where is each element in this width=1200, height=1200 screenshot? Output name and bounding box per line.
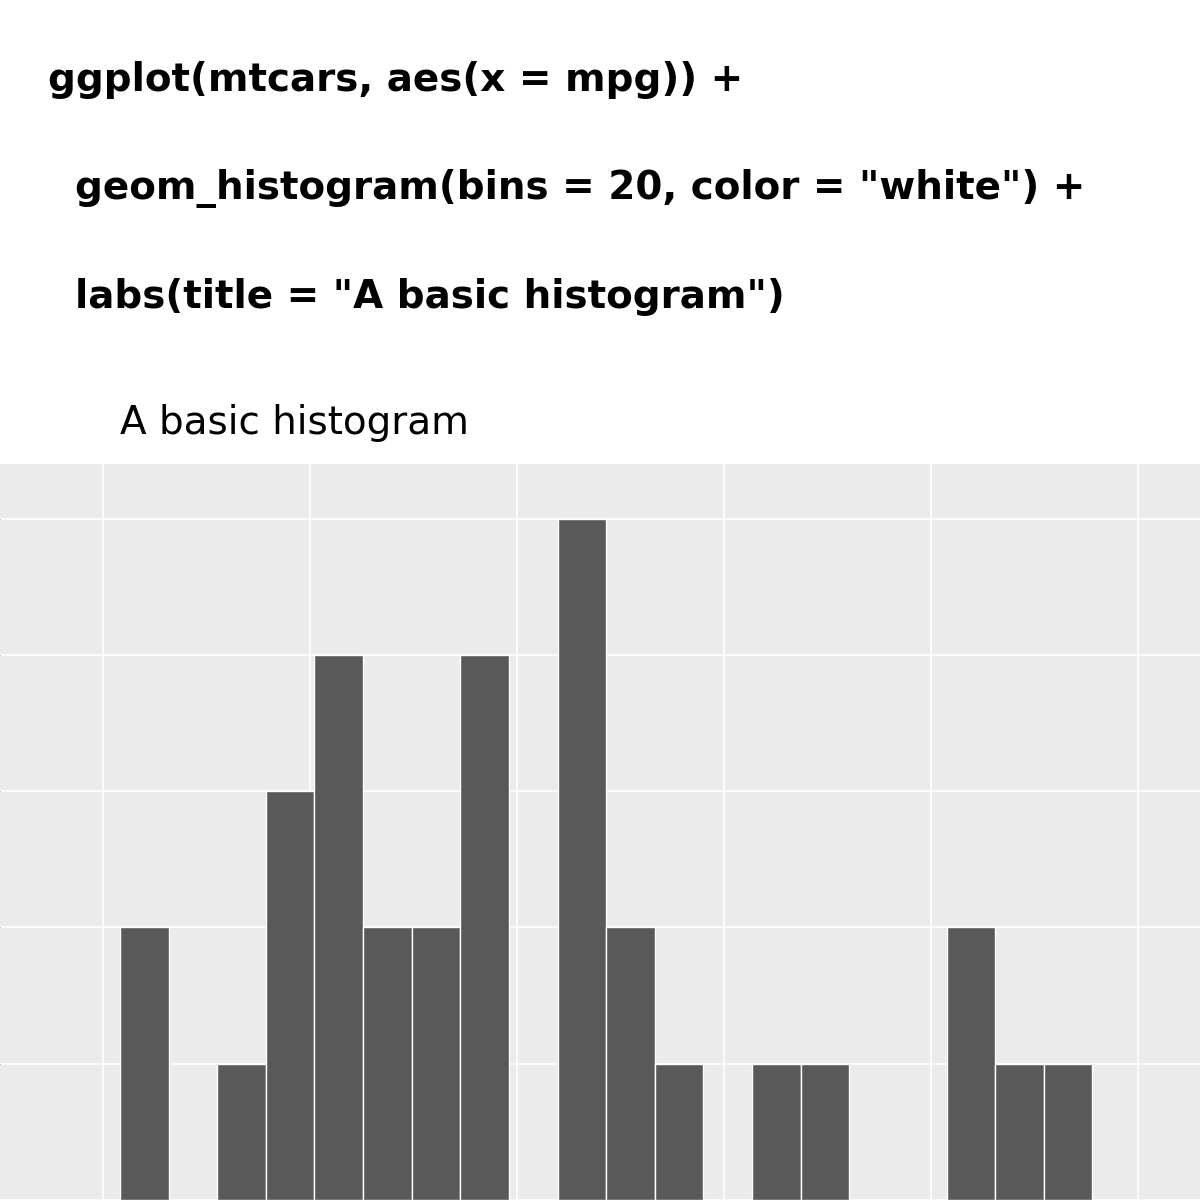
Bar <box>800 1063 850 1200</box>
Bar <box>461 655 509 1200</box>
Bar <box>314 655 364 1200</box>
Bar <box>364 928 412 1200</box>
Text: A basic histogram: A basic histogram <box>120 404 469 443</box>
Bar <box>217 1063 266 1200</box>
Text: labs(title = "A basic histogram"): labs(title = "A basic histogram") <box>48 278 785 316</box>
Bar <box>606 928 655 1200</box>
Bar <box>1044 1063 1092 1200</box>
Bar <box>266 791 314 1200</box>
Text: geom_histogram(bins = 20, color = "white") +: geom_histogram(bins = 20, color = "white… <box>48 169 1085 208</box>
Bar <box>558 518 606 1200</box>
Bar <box>995 1063 1044 1200</box>
Bar <box>120 928 169 1200</box>
Bar <box>655 1063 703 1200</box>
Text: ggplot(mtcars, aes(x = mpg)) +: ggplot(mtcars, aes(x = mpg)) + <box>48 61 743 98</box>
Bar <box>947 928 995 1200</box>
Bar <box>752 1063 800 1200</box>
Bar <box>412 928 461 1200</box>
